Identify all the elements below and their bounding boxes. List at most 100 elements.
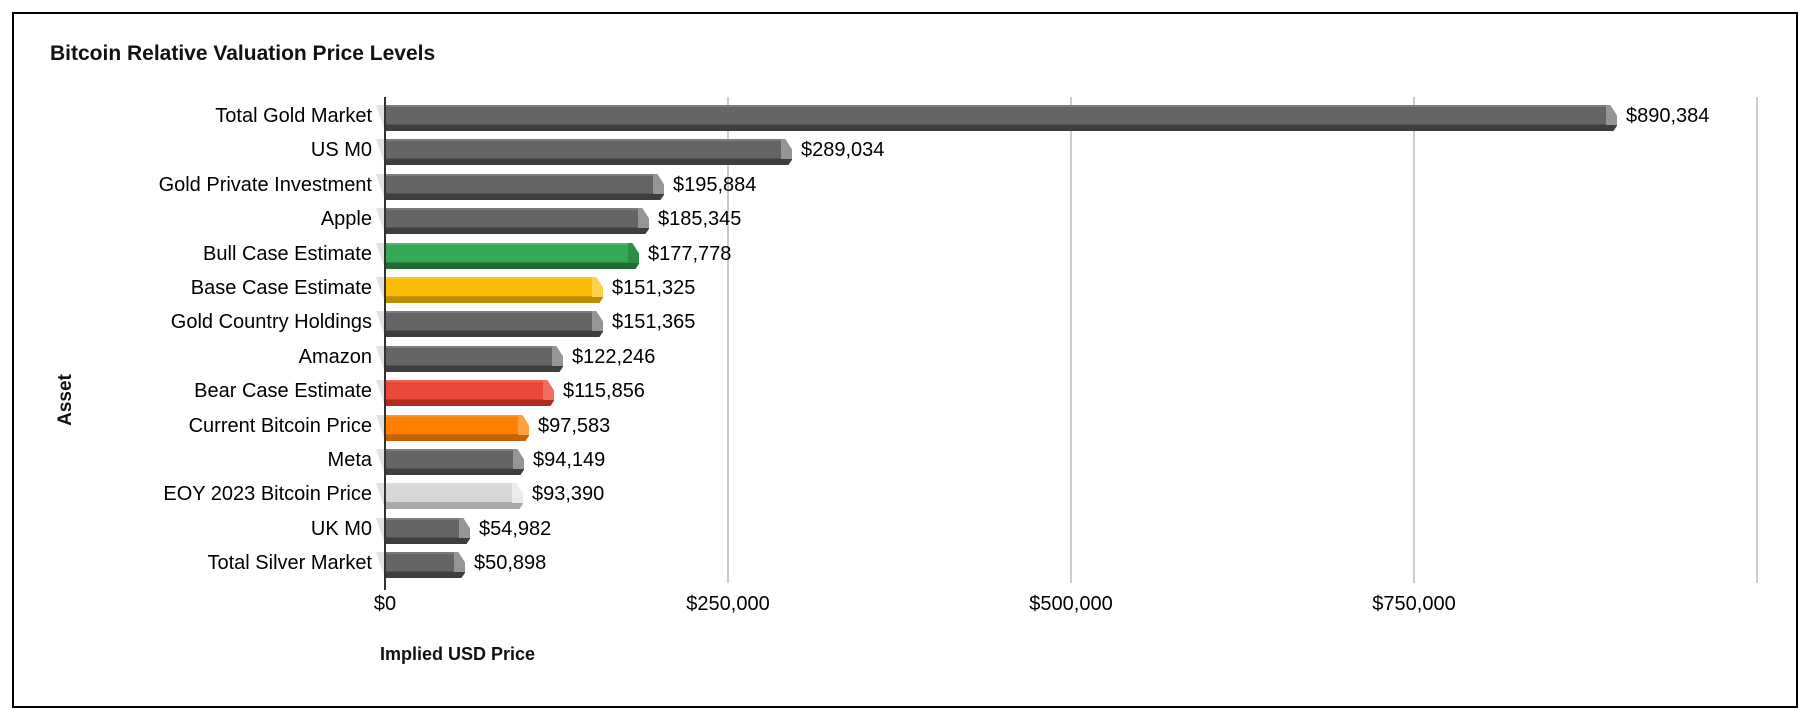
category-label: Bear Case Estimate [194,380,372,402]
y-axis-line [384,97,386,590]
value-label: $54,982 [479,518,552,540]
value-label: $185,345 [658,208,742,230]
bar-face [385,243,629,263]
bar [376,552,466,578]
chart-title: Bitcoin Relative Valuation Price Levels [50,42,436,65]
bar-end-cap [512,483,523,509]
category-label: Gold Private Investment [158,174,372,196]
bar-face [385,311,593,331]
value-label: $93,390 [532,483,605,505]
bar-bottom-bevel [385,400,544,406]
bar-3d-notch [376,346,385,372]
bar-face [385,449,514,469]
bar [376,277,604,303]
bar-end-cap [592,277,603,303]
x-axis-title: Implied USD Price [380,644,536,664]
bar-face [385,277,593,297]
bar-bottom-bevel [385,159,782,165]
x-tick-label: $0 [373,593,397,615]
bar-3d-notch [376,380,385,406]
bar-bottom-bevel [385,331,593,337]
category-label: Total Gold Market [215,105,372,127]
bar-face [385,483,513,503]
bar-end-cap [518,415,529,441]
bar [376,174,665,200]
category-label: Amazon [298,346,372,368]
bar-3d-notch [376,483,385,509]
value-label: $177,778 [648,243,732,265]
gridline [1070,97,1072,583]
bar [376,208,650,234]
value-label: $890,384 [1626,105,1710,127]
bar-face [385,174,654,194]
bar-end-cap [653,174,664,200]
bar-face [385,105,1607,125]
value-label: $195,884 [673,174,757,196]
value-label: $115,856 [563,380,645,402]
value-label: $50,898 [474,552,547,574]
bar-3d-notch [376,208,385,234]
bar-end-cap [552,346,563,372]
bar-3d-notch [376,449,385,475]
value-label: $151,365 [612,311,696,333]
x-tick-label: $500,000 [1029,593,1113,615]
bar-3d-notch [376,415,385,441]
bar-end-cap [543,380,554,406]
bar-3d-notch [376,518,385,544]
category-label: Bull Case Estimate [203,243,372,265]
bar-bottom-bevel [385,469,514,475]
bar-face [385,208,639,228]
bar-bottom-bevel [385,125,1607,131]
bar-bottom-bevel [385,366,553,372]
bar-end-cap [513,449,524,475]
category-label: UK M0 [310,518,372,540]
bar-end-cap [454,552,465,578]
bar [376,243,640,269]
bar-3d-notch [376,552,385,578]
bar [376,105,1618,131]
bar-end-cap [1606,105,1617,131]
value-label: $122,246 [572,346,656,368]
bar-face [385,139,782,159]
bar [376,415,530,441]
bar-3d-notch [376,311,385,337]
gridline [727,97,729,583]
bar-3d-notch [376,139,385,165]
bar-face [385,552,455,572]
bar-face [385,380,544,400]
bar-end-cap [781,139,792,165]
category-label: Apple [320,208,372,230]
bar-3d-notch [376,277,385,303]
x-tick-label: $750,000 [1372,593,1456,615]
bar-3d-notch [376,243,385,269]
bar-bottom-bevel [385,435,519,441]
bar-bottom-bevel [385,194,654,200]
category-label: EOY 2023 Bitcoin Price [163,483,372,505]
category-label: Total Silver Market [207,552,373,574]
bar [376,518,471,544]
value-label: $94,149 [533,449,606,471]
bar [376,139,793,165]
bar [376,449,525,475]
bar-face [385,518,460,538]
bar-bottom-bevel [385,538,460,544]
category-label: Gold Country Holdings [170,311,372,333]
gridline [1413,97,1415,583]
bar-bottom-bevel [385,228,639,234]
bar-end-cap [592,311,603,337]
bar-face [385,415,519,435]
bar-face [385,346,553,366]
bar-end-cap [638,208,649,234]
value-label: $289,034 [801,139,885,161]
category-label: Base Case Estimate [190,277,372,299]
bar-3d-notch [376,174,385,200]
gridline [1756,97,1758,583]
category-label: US M0 [310,139,372,161]
value-label: $97,583 [538,415,611,437]
x-tick-label: $250,000 [686,593,770,615]
bar-bottom-bevel [385,297,593,303]
bar-bottom-bevel [385,572,455,578]
bar-end-cap [459,518,470,544]
bar-end-cap [628,243,639,269]
